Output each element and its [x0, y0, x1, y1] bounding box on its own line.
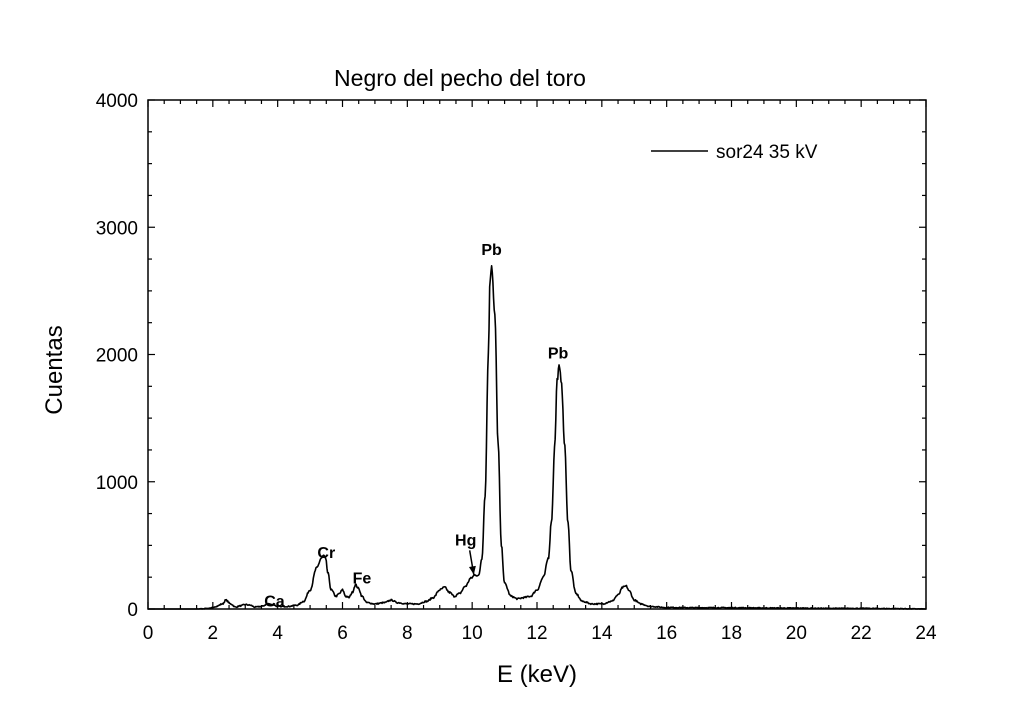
- peak-annotations: Ca Cr Fe Hg Pb Pb: [264, 242, 568, 610]
- y-tick-label: 2000: [96, 346, 138, 367]
- x-tick-labels: 0 2 4 6 8 10 12 14 16 18 20 22 24: [143, 623, 937, 644]
- x-tick-label: 18: [721, 623, 742, 644]
- x-tick-label: 22: [851, 623, 872, 644]
- x-tick-label: 12: [526, 623, 547, 644]
- x-tick-label: 6: [337, 623, 348, 644]
- x-tick-label: 4: [272, 623, 283, 644]
- y-tick-labels: 0 1000 2000 3000 4000: [96, 91, 138, 621]
- y-axis-label: Cuentas: [41, 325, 68, 414]
- y-tick-label: 0: [127, 600, 138, 621]
- peak-label: Pb: [481, 242, 502, 259]
- peak-label: Cr: [317, 545, 335, 562]
- x-axis-label: E (keV): [497, 661, 577, 688]
- x-tick-label: 8: [402, 623, 413, 644]
- x-tick-label: 24: [915, 623, 937, 644]
- y-tick-label: 1000: [96, 473, 138, 494]
- chart-title: Negro del pecho del toro: [334, 65, 586, 91]
- x-tick-label: 16: [656, 623, 677, 644]
- legend-label: sor24 35 kV: [716, 142, 818, 163]
- plot-frame: [147, 99, 927, 610]
- peak-label: Pb: [548, 345, 569, 362]
- y-tick-label: 3000: [96, 218, 138, 239]
- x-tick-label: 14: [591, 623, 613, 644]
- peak-label: Ca: [264, 593, 285, 610]
- series-line: [147, 265, 927, 610]
- y-tick-label: 4000: [96, 91, 138, 112]
- annotation-arrow-head: [468, 565, 476, 575]
- x-tick-label: 2: [208, 623, 219, 644]
- x-tick-label: 10: [462, 623, 483, 644]
- peak-label: Fe: [353, 571, 372, 588]
- legend: sor24 35 kV: [651, 142, 818, 163]
- axis-ticks: [147, 99, 927, 610]
- x-tick-label: 0: [143, 623, 154, 644]
- x-tick-label: 20: [786, 623, 807, 644]
- peak-label: Hg: [455, 532, 476, 549]
